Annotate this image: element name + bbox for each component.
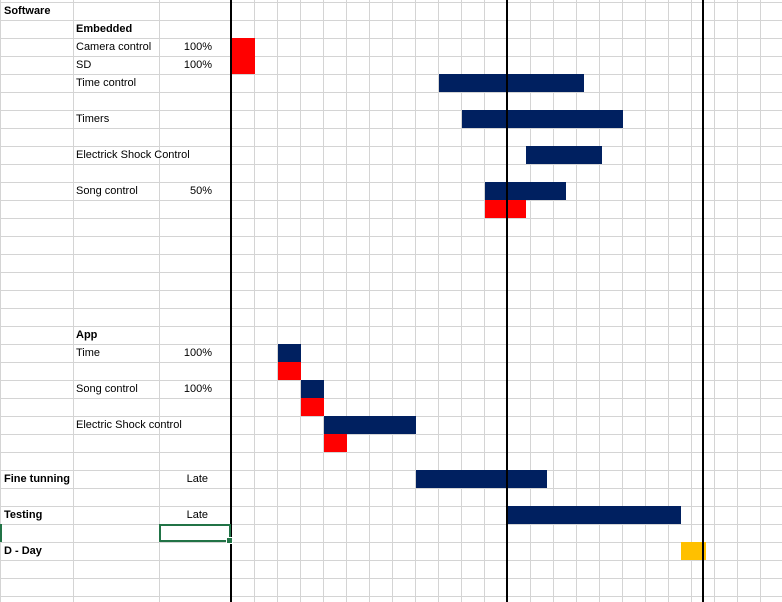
gantt-bar — [485, 200, 527, 218]
gantt-bar — [485, 182, 566, 200]
task-label: Song control — [76, 185, 138, 197]
task-label: Fine tunning — [4, 473, 70, 485]
task-status: Late — [186, 509, 208, 521]
task-label: Software — [4, 5, 51, 17]
gantt-bar — [680, 542, 706, 560]
task-status: 100% — [183, 347, 212, 359]
task-status: 100% — [183, 383, 212, 395]
row-edge-marker — [0, 524, 2, 542]
gantt-bar — [324, 416, 416, 434]
gantt-bar — [416, 470, 548, 488]
task-label: Embedded — [76, 23, 133, 35]
task-label: App — [76, 329, 98, 341]
gantt-bar — [462, 110, 623, 128]
gantt-bar — [301, 398, 324, 416]
milestone-line — [230, 0, 232, 602]
task-label: Time — [76, 347, 101, 359]
task-label: Electric Shock control — [76, 419, 182, 431]
task-status: Late — [186, 473, 208, 485]
gantt-bar — [301, 380, 324, 398]
task-status: 100% — [183, 41, 212, 53]
gantt-bar — [324, 434, 347, 452]
gantt-bar — [526, 146, 603, 164]
selected-cell[interactable] — [159, 524, 233, 544]
task-label: Song control — [76, 383, 138, 395]
task-label: Testing — [4, 509, 43, 521]
gantt-bar — [278, 344, 301, 362]
task-label: Timers — [76, 113, 110, 125]
task-status: 100% — [183, 59, 212, 71]
task-label: D - Day — [4, 545, 42, 557]
task-status: 50% — [189, 185, 212, 197]
milestone-line — [506, 0, 508, 602]
milestone-line — [701, 0, 704, 602]
gantt-bar — [278, 362, 301, 380]
task-label: Camera control — [76, 41, 152, 53]
gantt-bar — [508, 506, 681, 524]
gantt-bar — [439, 74, 584, 92]
fill-handle[interactable] — [226, 537, 233, 544]
task-label: Time control — [76, 77, 137, 89]
task-label: Electrick Shock Control — [76, 149, 190, 161]
gantt-bar — [232, 56, 255, 74]
task-label: SD — [76, 59, 92, 71]
gantt-bar — [232, 38, 255, 56]
